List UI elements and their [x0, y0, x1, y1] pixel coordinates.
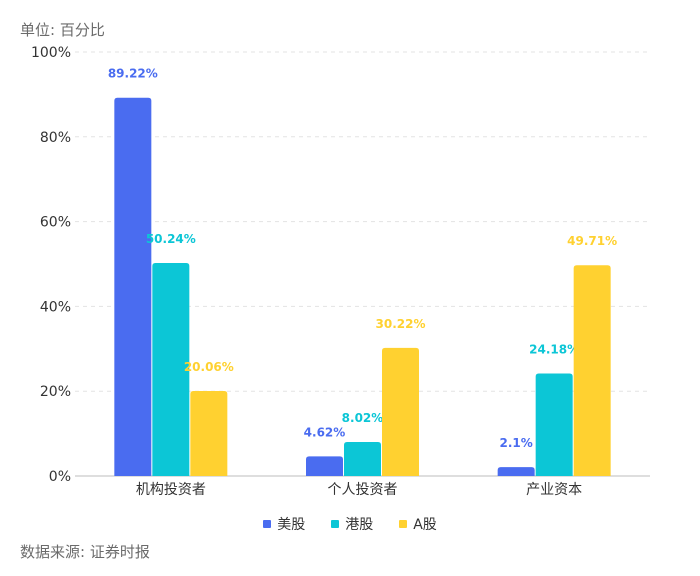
- legend-swatch-hk: [331, 520, 340, 528]
- x-tick-label: 机构投资者: [136, 482, 206, 498]
- legend-item-a: A股: [399, 514, 437, 534]
- bar: [114, 97, 152, 476]
- bar: [306, 456, 343, 476]
- bar: [535, 373, 573, 476]
- data-label: 2.1%: [500, 436, 533, 450]
- bar: [152, 262, 190, 476]
- data-label: 4.62%: [304, 425, 346, 439]
- y-tick-label: 20%: [40, 384, 71, 400]
- legend-swatch-us: [263, 520, 272, 528]
- y-tick-label: 100%: [31, 45, 71, 61]
- bar-chart: 0% 20% 40% 60% 80% 100% 89.22% 50.24% 20.06% 机构投资…: [31, 45, 650, 498]
- data-label: 20.06%: [184, 360, 234, 374]
- data-label: 24.18%: [529, 342, 579, 356]
- legend-label-a: A股: [413, 517, 437, 533]
- y-tick-label: 40%: [40, 299, 71, 315]
- data-label: 8.02%: [342, 411, 384, 425]
- legend: 美股 港股 A股: [0, 514, 700, 534]
- bar: [190, 390, 228, 476]
- y-tick-label: 80%: [40, 130, 71, 146]
- x-tick-label: 产业资本: [526, 482, 582, 498]
- y-tick-label: 0%: [49, 469, 71, 485]
- data-label: 50.24%: [146, 232, 196, 246]
- legend-item-hk: 港股: [331, 514, 373, 534]
- bar: [382, 347, 419, 476]
- bar: [573, 265, 611, 476]
- source-label: 数据来源: 证券时报: [20, 543, 150, 561]
- x-tick-label: 个人投资者: [328, 482, 398, 498]
- legend-item-us: 美股: [263, 514, 305, 534]
- data-label: 30.22%: [376, 317, 426, 331]
- bar: [344, 441, 381, 476]
- legend-swatch-a: [399, 520, 408, 528]
- legend-label-us: 美股: [277, 517, 306, 533]
- y-tick-label: 60%: [40, 215, 71, 231]
- bar: [497, 467, 535, 476]
- legend-label-hk: 港股: [345, 517, 374, 533]
- data-label: 89.22%: [108, 67, 158, 81]
- data-label: 49.71%: [567, 234, 617, 248]
- unit-label: 单位: 百分比: [20, 21, 105, 39]
